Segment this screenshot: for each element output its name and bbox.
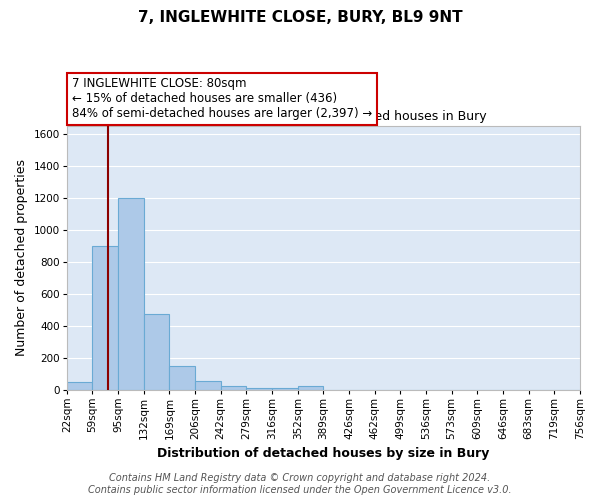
Text: 7, INGLEWHITE CLOSE, BURY, BL9 9NT: 7, INGLEWHITE CLOSE, BURY, BL9 9NT xyxy=(137,10,463,25)
X-axis label: Distribution of detached houses by size in Bury: Distribution of detached houses by size … xyxy=(157,447,490,460)
Bar xyxy=(144,314,169,390)
Text: Contains HM Land Registry data © Crown copyright and database right 2024.
Contai: Contains HM Land Registry data © Crown c… xyxy=(88,474,512,495)
Bar xyxy=(118,198,144,390)
Bar xyxy=(67,382,92,390)
Bar xyxy=(92,246,118,390)
Bar xyxy=(195,381,221,390)
Text: 7 INGLEWHITE CLOSE: 80sqm
← 15% of detached houses are smaller (436)
84% of semi: 7 INGLEWHITE CLOSE: 80sqm ← 15% of detac… xyxy=(72,78,372,120)
Bar xyxy=(221,386,247,390)
Title: Size of property relative to detached houses in Bury: Size of property relative to detached ho… xyxy=(160,110,487,123)
Bar xyxy=(298,386,323,390)
Y-axis label: Number of detached properties: Number of detached properties xyxy=(15,159,28,356)
Bar xyxy=(169,366,195,390)
Bar xyxy=(272,388,298,390)
Bar xyxy=(247,388,272,390)
